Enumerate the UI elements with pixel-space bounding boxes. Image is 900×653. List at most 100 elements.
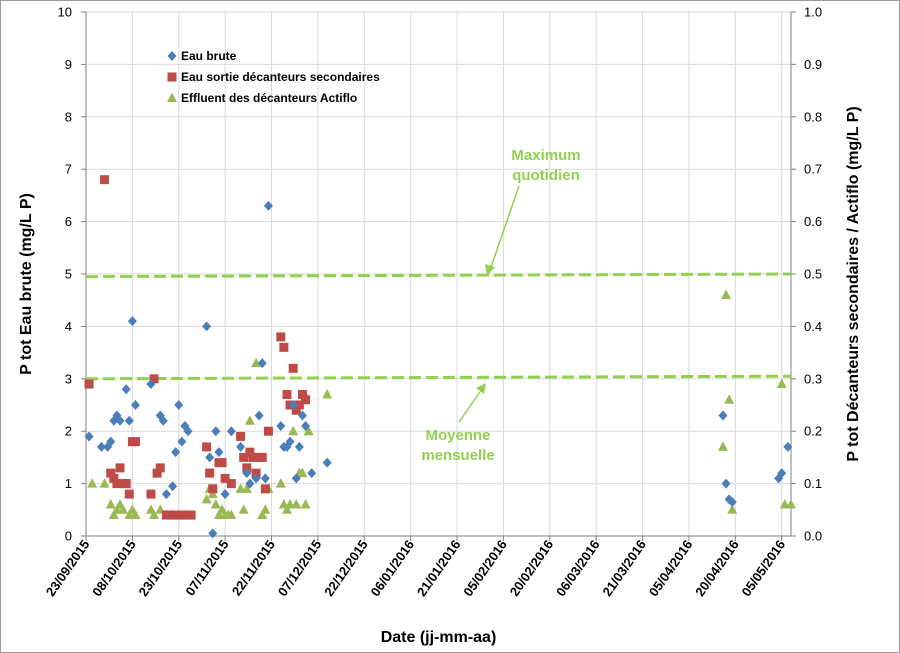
x-tick-label: 20/04/2016 [692,537,742,599]
eau-brute-point [211,426,221,437]
eau-brute-point [158,415,168,426]
decanteurs-point [226,479,236,489]
eau-brute-point [721,478,731,489]
eau-brute-point [121,384,131,395]
decanteurs-point [205,468,215,478]
eau-brute-point [161,489,171,500]
actiflo-point [288,425,299,436]
eau-brute-point [127,316,137,327]
decanteurs-point [288,363,298,373]
annotation-maximum: Maximum quotidien [511,147,580,184]
y-left-tick-label: 0 [65,529,72,544]
x-tick-label: 08/10/2015 [89,537,139,599]
eau-brute-point [242,468,252,479]
decanteurs-point [121,479,131,489]
actiflo-point [275,478,286,488]
eau-brute-point [297,410,307,421]
actiflo-point [724,394,735,404]
actiflo-point [105,499,116,509]
arrowhead-moyenne [476,383,486,394]
eau-brute-point [322,457,332,468]
y-left-tick-label: 4 [65,319,72,334]
decanteurs-point [109,473,119,483]
arrowhead-maximum [485,264,495,276]
eau-brute-point [96,441,106,452]
decanteurs-point [149,374,159,384]
eau-brute-point [205,452,215,463]
x-axis-title: Date (jj-mm-aa) [381,629,497,646]
eau-brute-point [214,447,224,458]
y-left-tick-label: 7 [65,162,72,177]
arrow-maximum [489,185,520,271]
y-left-tick-label: 8 [65,109,72,124]
actiflo-point [281,504,292,514]
x-tick-label: 06/03/2016 [553,537,603,599]
x-tick-label: 22/12/2015 [321,537,371,599]
eau-brute-point [202,321,212,332]
y-left-tick-label: 1 [65,476,72,491]
eau-brute-point [174,400,184,410]
legend-actiflo-label: Effluent des décanteurs Actiflo [181,91,357,105]
y-left-tick-label: 9 [65,57,72,72]
eau-brute-point [285,436,295,447]
y-left-tick-label: 3 [65,371,72,386]
y-right-tick-label: 0.4 [804,319,822,334]
x-tick-label: 23/09/2015 [43,537,93,599]
eau-brute-point [288,400,298,410]
decanteurs-point [239,452,249,462]
y-right-tick-label: 0.0 [804,529,822,544]
legend-eau-brute-marker [167,51,177,61]
eau-brute-point [168,481,178,492]
eau-brute-point [301,420,311,431]
eau-brute-point [130,400,140,410]
x-tick-label: 23/10/2015 [136,537,186,599]
actiflo-point [238,504,249,514]
y-left-tick-label: 6 [65,214,72,229]
legend-decanteurs-label: Eau sortie décanteurs secondaires [181,70,380,84]
decanteurs-point [257,452,267,462]
actiflo-point [303,425,314,436]
actiflo-point [260,504,271,514]
eau-brute-point [177,436,187,447]
decanteurs-point [84,379,94,389]
reference-line-maximum [85,272,792,279]
x-tick-label: 07/12/2015 [275,537,325,599]
y-right-tick-label: 0.7 [804,162,822,177]
eau-brute-point [146,379,156,390]
eau-brute-point [208,528,218,539]
eau-brute-point [115,415,125,426]
eau-brute-point [226,426,236,437]
actiflo-point [201,493,212,504]
actiflo-point [118,504,129,514]
decanteurs-point [279,342,289,352]
actiflo-point [210,499,221,509]
decanteurs-point [106,468,116,478]
eau-brute-point [124,415,134,426]
eau-brute-point [251,473,261,484]
y-left-axis-title: P tot Eau brute (mg/L P) [18,193,35,375]
x-tick-label: 05/02/2016 [460,537,510,599]
eau-brute-point [257,358,267,369]
legend-eau-brute-label: Eau brute [181,49,237,63]
y-right-tick-label: 0.1 [804,476,822,491]
y-right-tick-label: 0.6 [804,214,822,229]
reference-line-moyenne [85,374,792,381]
x-tick-label: 05/04/2016 [646,537,696,599]
x-tick-label: 21/01/2016 [414,537,464,599]
eau-brute-point [291,473,301,484]
decanteurs-point [251,468,261,478]
x-tick-label: 20/02/2016 [507,537,557,599]
eau-brute-point [236,441,246,452]
x-tick-label: 22/11/2015 [229,537,278,598]
decanteurs-point [242,463,252,473]
eau-brute-point [294,441,304,452]
eau-brute-point [84,431,94,442]
x-tick-label: 05/05/2016 [739,537,789,599]
decanteurs-point [263,426,273,436]
eau-brute-point [171,447,181,458]
decanteurs-point [146,489,156,499]
actiflo-point [291,499,302,509]
decanteurs-point [245,447,255,457]
decanteurs-point [152,468,162,478]
